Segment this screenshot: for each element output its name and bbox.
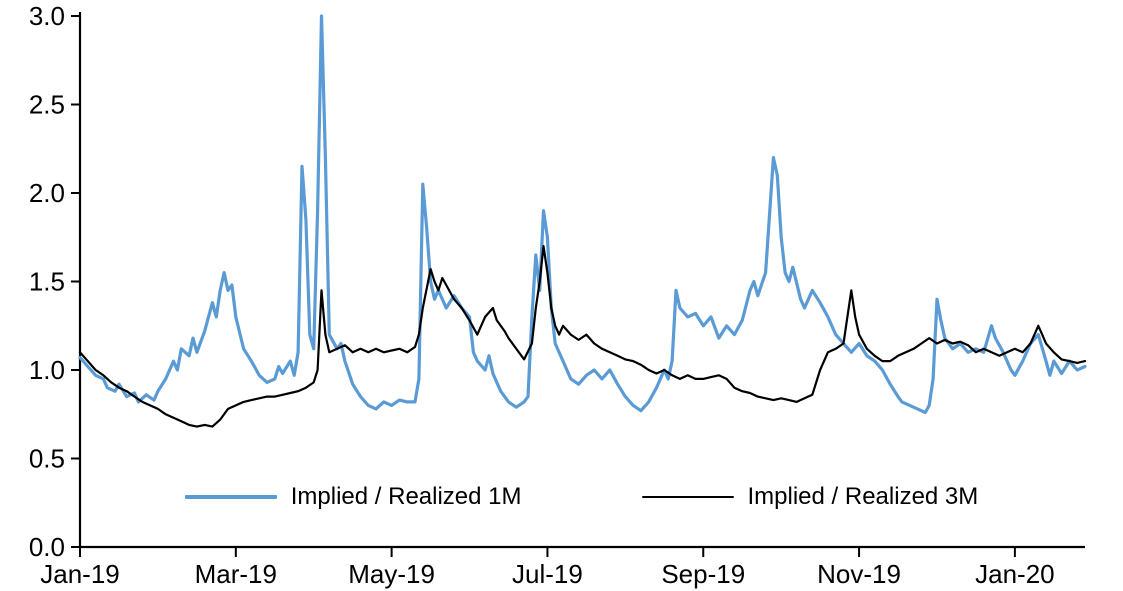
y-tick-label: 0.5 xyxy=(29,444,65,474)
series-line-1m xyxy=(78,14,1087,415)
series-line-3m xyxy=(78,245,1087,428)
y-tick-label: 3.0 xyxy=(29,1,65,31)
x-tick-label: Mar-19 xyxy=(195,559,277,589)
x-tick-label: Jan-19 xyxy=(40,559,120,589)
x-tick-label: May-19 xyxy=(348,559,435,589)
y-tick-label: 1.0 xyxy=(29,355,65,385)
x-tick-label: Sep-19 xyxy=(661,559,745,589)
y-tick-label: 0.0 xyxy=(29,532,65,562)
y-tick-label: 2.0 xyxy=(29,178,65,208)
x-tick-label: Jan-20 xyxy=(975,559,1055,589)
x-tick-label: Nov-19 xyxy=(817,559,901,589)
x-tick-label: Jul-19 xyxy=(512,559,583,589)
y-tick-label: 1.5 xyxy=(29,267,65,297)
y-tick-label: 2.5 xyxy=(29,90,65,120)
